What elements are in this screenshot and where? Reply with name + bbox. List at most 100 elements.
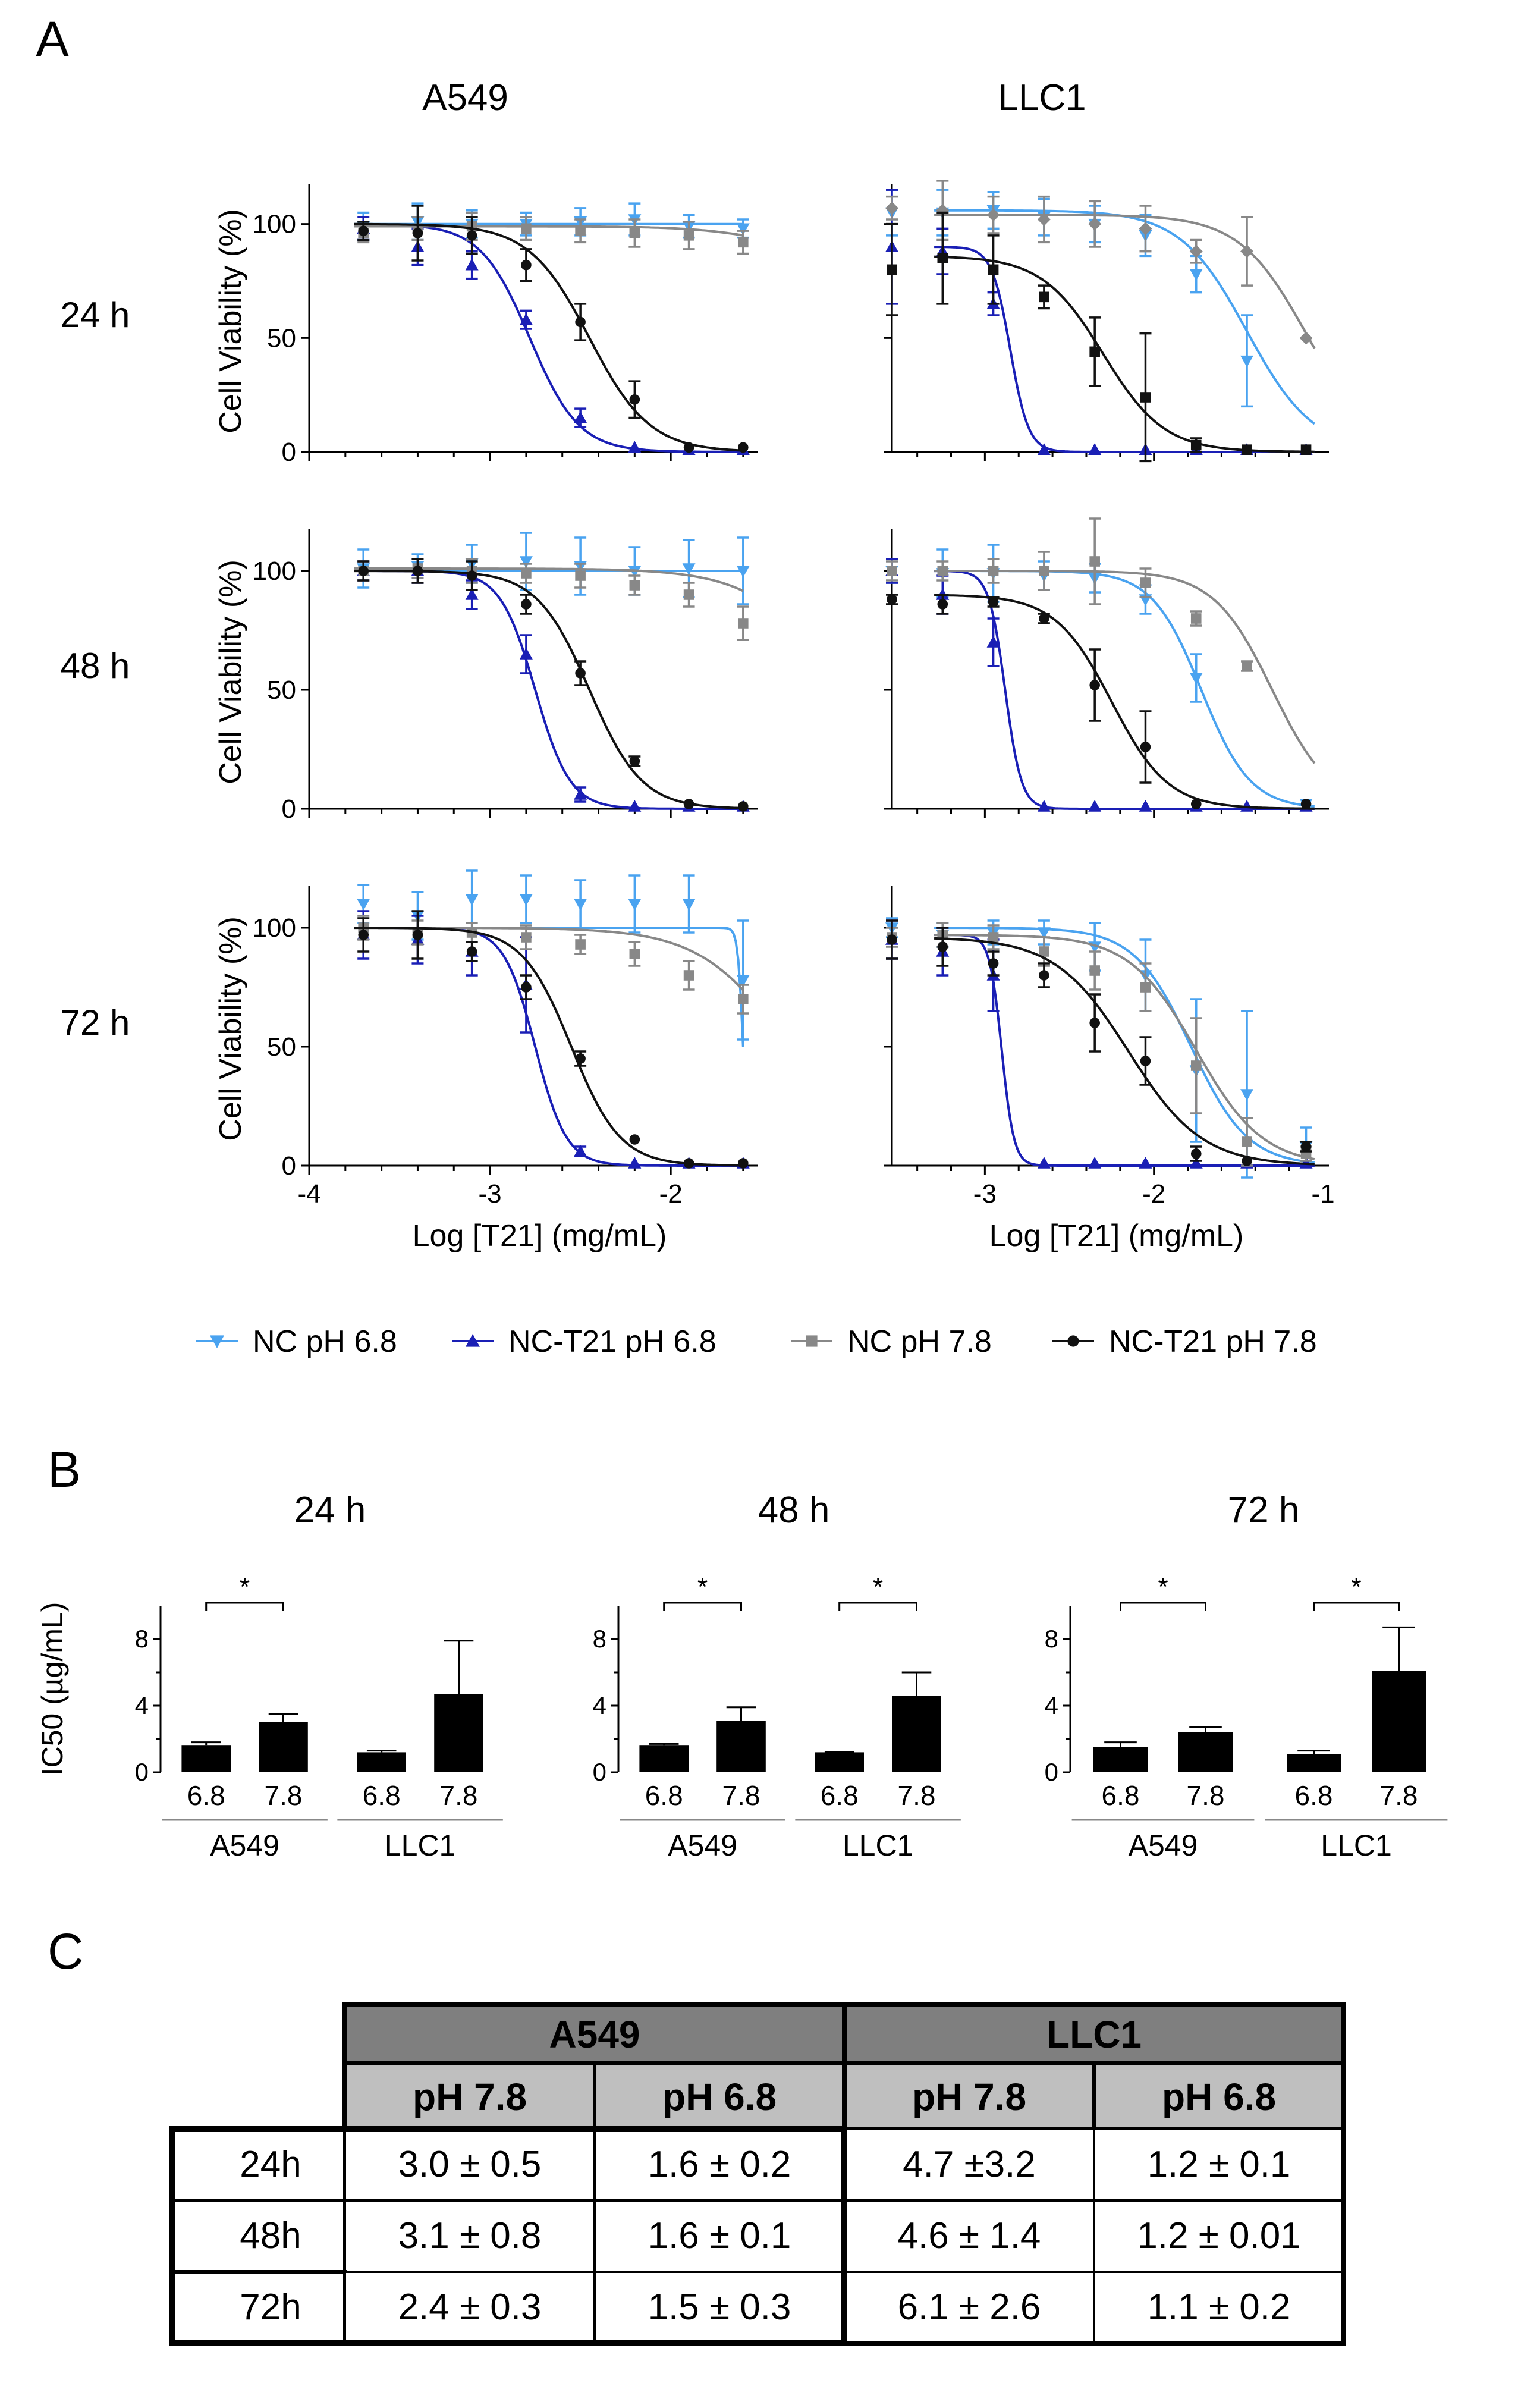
data-point [1140, 1056, 1151, 1066]
data-point [521, 568, 532, 579]
significance-star: * [1158, 1572, 1168, 1602]
legend: NC pH 6.8 NC-T21 pH 6.8 NC pH 7.8 NC-T21 pH… [196, 1324, 1317, 1359]
category-label: 6.8 [1295, 1780, 1333, 1811]
y-axis-label: Cell Viability (%) [213, 916, 248, 1141]
legend-marker [210, 1335, 224, 1348]
data-point [521, 982, 532, 993]
bar [259, 1722, 308, 1772]
group-label: A549 [1129, 1829, 1198, 1862]
chart-b_72h: 72 h 0 4 8 6.8 7.8 6.8 7.8 A549 LLC1 * * [1045, 1490, 1448, 1862]
series-nc78 [886, 922, 1315, 1167]
data-point [1039, 946, 1049, 957]
table-value: 1.2 ± 0.1 [1148, 2144, 1291, 2185]
y-tick-label: 100 [253, 913, 296, 943]
fit-curve [934, 934, 1315, 1167]
significance-bracket [1120, 1602, 1206, 1611]
bar [357, 1752, 406, 1772]
fit-curve [354, 223, 743, 453]
column-title: LLC1 [998, 77, 1086, 118]
column-header: pH 6.8 [1162, 2076, 1276, 2118]
row-header-cell [171, 2199, 347, 2274]
data-point [1140, 392, 1151, 403]
y-tick-label: 0 [282, 438, 296, 467]
y-tick-label: 4 [593, 1691, 606, 1719]
data-point [575, 316, 586, 328]
data-point [465, 588, 479, 600]
table: A549 LLC1 pH 7.8 pH 6.8 pH 7.8 pH 6.8 24h 3.0 ±… [169, 2002, 1346, 2346]
category-label: 6.8 [821, 1780, 859, 1811]
data-point [1240, 355, 1254, 368]
data-point [737, 618, 749, 629]
data-point [736, 566, 750, 577]
data-point [1039, 291, 1049, 303]
panel-label-b: B [48, 1442, 81, 1497]
data-point [988, 566, 999, 576]
y-tick-label: 100 [253, 210, 296, 239]
table-value: 1.1 ± 0.2 [1148, 2287, 1291, 2328]
table-value: 1.2 ± 0.01 [1137, 2215, 1300, 2256]
data-point [1300, 444, 1312, 455]
group-label: LLC1 [843, 1829, 914, 1862]
category-label: 7.8 [265, 1780, 303, 1811]
data-point [1242, 1156, 1252, 1166]
data-point [1190, 1060, 1202, 1071]
table-cell [843, 2128, 1095, 2202]
data-point [1240, 800, 1254, 812]
column-title: A549 [422, 77, 508, 118]
data-point [1190, 613, 1202, 624]
data-point [1140, 577, 1151, 588]
data-point [885, 201, 898, 215]
data-point [358, 566, 369, 576]
group-label: A549 [668, 1829, 737, 1862]
bar [716, 1721, 766, 1772]
data-point [1300, 1141, 1312, 1152]
significance-bracket [663, 1602, 742, 1611]
data-point [1189, 1157, 1203, 1169]
significance-star: * [240, 1572, 250, 1602]
series-nct78 [886, 919, 1315, 1166]
data-point [1089, 1018, 1100, 1028]
column-header: pH 7.8 [912, 2076, 1026, 2118]
data-point [358, 930, 369, 940]
data-point [1189, 673, 1203, 685]
data-point [628, 800, 642, 812]
table-value: 3.0 ± 0.5 [398, 2144, 542, 2185]
fit-curve [934, 255, 1315, 453]
x-axis-label: Log [T21] (mg/mL) [413, 1219, 667, 1253]
fit-curve [934, 594, 1315, 810]
y-axis-label: IC50 (µg/mL) [36, 1602, 69, 1776]
series-nct78 [354, 558, 749, 812]
data-point [1300, 799, 1312, 809]
data-point [1242, 444, 1252, 455]
data-point [1190, 439, 1202, 451]
data-point [682, 563, 696, 575]
fit-curve [354, 222, 743, 452]
data-point [937, 599, 948, 610]
data-point [1299, 1157, 1313, 1169]
chart-title: 72 h [1228, 1490, 1300, 1531]
data-point [887, 566, 897, 576]
data-point [1039, 566, 1049, 576]
series-nct78 [886, 594, 1315, 810]
series-nct78 [354, 910, 749, 1169]
significance-bracket [1313, 1602, 1400, 1611]
data-point [1139, 800, 1152, 812]
data-point [575, 1053, 586, 1064]
y-tick-label: 4 [135, 1691, 149, 1719]
table-cell [1093, 2199, 1345, 2273]
data-point [629, 228, 640, 238]
table-cell [1093, 2128, 1345, 2202]
data-point [683, 442, 694, 453]
row-header: 48h [240, 2215, 301, 2256]
data-point [683, 230, 694, 241]
data-point [465, 258, 479, 271]
significance-star: * [1351, 1572, 1361, 1602]
group-label: A549 [210, 1829, 279, 1862]
group-label: LLC1 [1321, 1829, 1392, 1862]
y-axis-label: Cell Viability (%) [213, 209, 248, 434]
series-nct68 [885, 558, 1315, 812]
data-point [937, 566, 948, 576]
data-point [1140, 742, 1151, 752]
